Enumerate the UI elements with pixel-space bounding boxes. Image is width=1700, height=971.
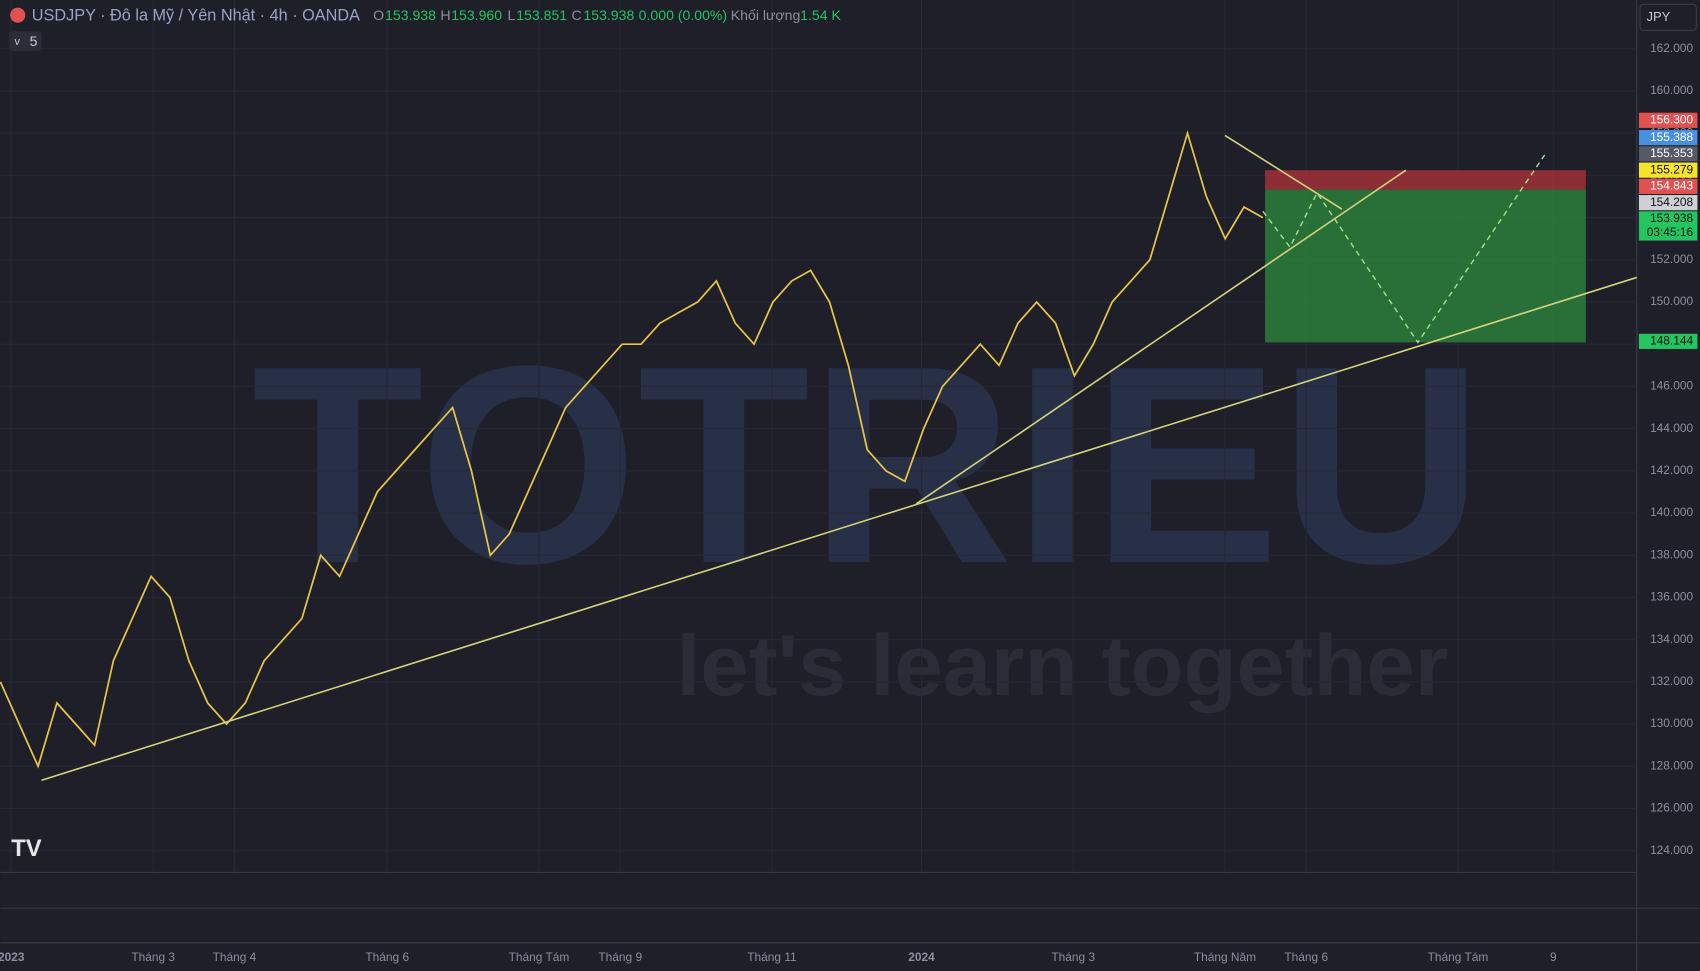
- high: 153.960: [451, 7, 502, 23]
- time-label: Tháng 4: [213, 950, 257, 964]
- price-tick-label: 126.000: [1650, 801, 1693, 815]
- watermark-tagline: let's learn together: [676, 618, 1448, 714]
- time-label: 2024: [908, 950, 935, 964]
- time-label: Tháng Năm: [1194, 950, 1256, 964]
- time-label: Tháng 6: [1284, 950, 1328, 964]
- target-zone: [1265, 189, 1586, 343]
- price-tag: [1638, 195, 1698, 211]
- price-tick-label: 162.000: [1650, 41, 1693, 55]
- price-tick-label: 146.000: [1650, 379, 1693, 393]
- watermark-brand: TOTRIEU: [252, 307, 1483, 622]
- chevron: v: [14, 36, 20, 48]
- price-tag: [1638, 225, 1698, 241]
- price-tick-label: 152.000: [1650, 252, 1693, 266]
- time-label: Tháng 11: [747, 950, 797, 964]
- price-tick-label: 138.000: [1650, 547, 1693, 561]
- price-tick-label: 132.000: [1650, 674, 1693, 688]
- price-tag-label: 155.353: [1650, 146, 1693, 160]
- price-tag-label: 148.144: [1650, 334, 1693, 348]
- time-label: 2023: [0, 950, 25, 964]
- price-tick-label: 130.000: [1650, 716, 1693, 730]
- price-tick-label: 160.000: [1650, 83, 1693, 97]
- price-tick-label: 142.000: [1650, 463, 1693, 477]
- price-tag-label: 154.208: [1650, 195, 1693, 209]
- indicator-count[interactable]: 5: [30, 33, 38, 49]
- price-tag: [1638, 162, 1698, 178]
- change: 0.000 (0.00%): [639, 7, 727, 23]
- price-tick-label: 144.000: [1650, 421, 1693, 435]
- price-tag: [1638, 130, 1698, 146]
- projection-path: [1262, 154, 1546, 344]
- time-label: Tháng 3: [1051, 950, 1095, 964]
- price-tick-label: 150.000: [1650, 294, 1693, 308]
- price-tag: [1638, 178, 1698, 194]
- price-tag: [1638, 211, 1698, 227]
- l-label: L: [508, 7, 516, 23]
- time-label: Tháng Tám: [509, 950, 570, 964]
- price-tag-label: 154.843: [1650, 179, 1693, 193]
- c-label: C: [571, 7, 581, 23]
- time-label: Tháng 9: [598, 950, 642, 964]
- time-label: 9: [1550, 950, 1557, 964]
- price-tag-label: 156.300: [1650, 112, 1693, 126]
- symbol: USDJPY · Đô la Mỹ / Yên Nhật · 4h · OAND…: [32, 7, 360, 25]
- indicator-toggle[interactable]: [9, 31, 42, 51]
- price-tick-label: 124.000: [1650, 843, 1693, 857]
- price-tick-label: 136.000: [1650, 590, 1693, 604]
- price-tick-label: 128.000: [1650, 758, 1693, 772]
- open: 153.938: [385, 7, 436, 23]
- price-tag: [1638, 333, 1698, 349]
- price-tag-label: 03:45:16: [1647, 225, 1694, 239]
- price-tag-label: 153.938: [1650, 211, 1693, 225]
- trendline: [1224, 134, 1343, 210]
- trendline: [41, 276, 1638, 782]
- close: 153.938: [583, 7, 634, 23]
- price-line: [0, 130, 1264, 769]
- price-tick-label: 134.000: [1650, 632, 1693, 646]
- time-label: Tháng Tám: [1428, 950, 1489, 964]
- price-tag: [1638, 146, 1698, 162]
- low: 153.851: [516, 7, 567, 23]
- symbol-icon: [10, 7, 26, 23]
- price-tick-label: 140.000: [1650, 505, 1693, 519]
- currency-button[interactable]: [1639, 3, 1697, 31]
- trendline: [915, 169, 1407, 505]
- price-tag-label: 155.388: [1650, 130, 1693, 144]
- volume: 1.54 K: [800, 7, 841, 23]
- stop-zone: [1265, 170, 1586, 190]
- price-tag-label: 155.279: [1650, 162, 1693, 176]
- o-label: O: [373, 7, 384, 23]
- time-label: Tháng 3: [131, 950, 175, 964]
- price-tag: [1638, 112, 1698, 128]
- volume-label: Khối lượng: [731, 7, 801, 23]
- h-label: H: [440, 7, 450, 23]
- currency[interactable]: JPY: [1647, 9, 1671, 24]
- tv-logo: TV: [11, 835, 42, 862]
- header: USDJPY · Đô la Mỹ / Yên Nhật · 4h · OAND…: [9, 7, 841, 51]
- time-label: Tháng 6: [365, 950, 409, 964]
